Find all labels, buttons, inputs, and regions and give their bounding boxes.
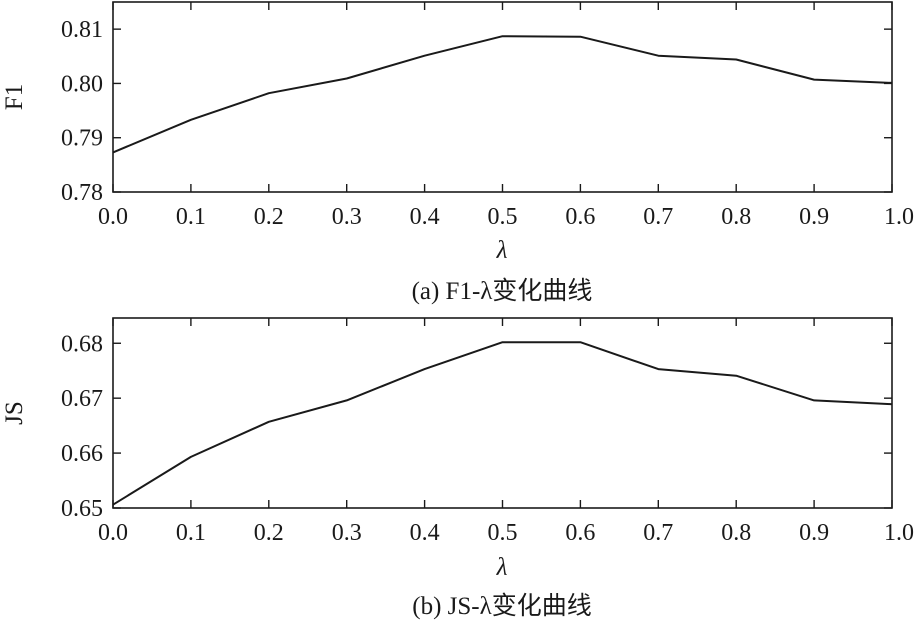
chart-b-y-tick-labels: 0.65 0.66 0.67 0.68: [61, 331, 103, 522]
chart-a-x-tick-label: 0.6: [565, 204, 595, 230]
chart-a-x-ticks: [112, 2, 893, 192]
chart-b-plot-frame: [112, 317, 893, 509]
chart-a-y-axis-label: F1: [1, 84, 28, 110]
chart-b-x-tick-label: 0.0: [98, 520, 128, 546]
chart-a-y-ticks: [113, 28, 892, 193]
chart-b-x-tick-label: 0.4: [410, 520, 440, 546]
chart-b-y-ticks: [113, 342, 892, 509]
chart-b-x-tick-label: 0.6: [565, 520, 595, 546]
chart-b-x-tick-label: 0.1: [176, 520, 206, 546]
chart-b-x-axis-label: λ: [496, 554, 508, 581]
chart-b-caption: (b) JS-λ变化曲线: [412, 592, 591, 620]
chart-b-x-tick-label: 0.9: [799, 520, 829, 546]
chart-a-series-line: [112, 35, 893, 154]
chart-a-caption: (a) F1-λ变化曲线: [412, 277, 593, 305]
chart-a-plot-frame: [112, 1, 893, 193]
chart-a-y-tick-labels: 0.78 0.79 0.80 0.81: [61, 17, 103, 206]
chart-b-x-ticks: [112, 318, 893, 508]
chart-b-series-line: [112, 341, 893, 506]
chart-b-x-tick-label: 0.3: [332, 520, 362, 546]
chart-a-y-tick-label: 0.79: [61, 126, 103, 152]
chart-b-x-tick-label: 0.7: [643, 520, 673, 546]
chart-a-x-tick-label: 0.9: [799, 204, 829, 230]
chart-b-x-tick-label: 0.2: [254, 520, 284, 546]
chart-b-x-tick-labels: 0.0 0.1 0.2 0.3 0.4 0.5 0.6 0.7 0.8 0.9 1.0: [98, 520, 914, 546]
chart-a-x-tick-labels: 0.0 0.1 0.2 0.3 0.4 0.5 0.6 0.7 0.8 0.9 1.0: [98, 204, 914, 230]
chart-b-y-tick-label: 0.68: [61, 331, 103, 357]
chart-a-x-tick-label: 0.7: [643, 204, 673, 230]
chart-a-x-tick-label: 0.8: [721, 204, 751, 230]
chart-a-x-tick-label: 0.5: [488, 204, 518, 230]
chart-a-x-tick-label: 0.0: [98, 204, 128, 230]
chart-a: 0.780.790.800.81 0.0 0.1 0.2 0.3 0.4 0.5 0.6 0.…: [1, 1, 914, 305]
chart-a-y-tick-label: 0.78: [61, 180, 103, 206]
chart-b-x-tick-label: 0.8: [721, 520, 751, 546]
chart-a-x-tick-label: 0.3: [332, 204, 362, 230]
chart-b-y-tick-label: 0.66: [61, 441, 103, 467]
chart-b-y-tick-label: 0.65: [61, 496, 103, 522]
chart-b-y-tick-label: 0.67: [61, 386, 103, 412]
chart-b-x-tick-label: 1.0: [884, 520, 914, 546]
chart-a-y-tick-label: 0.80: [61, 71, 103, 97]
chart-a-x-tick-label: 0.1: [176, 204, 206, 230]
chart-b-x-tick-label: 0.5: [488, 520, 518, 546]
chart-a-y-tick-label: 0.81: [61, 17, 103, 43]
chart-b-y-axis-label: JS: [1, 401, 28, 425]
chart-b: 0.650.660.670.68 0.0 0.1 0.2 0.3 0.4 0.5 0.6 0.…: [1, 317, 914, 620]
chart-a-x-tick-label: 1.0: [884, 204, 914, 230]
chart-a-x-tick-label: 0.4: [410, 204, 440, 230]
chart-a-x-axis-label: λ: [496, 237, 508, 264]
chart-a-x-tick-label: 0.2: [254, 204, 284, 230]
